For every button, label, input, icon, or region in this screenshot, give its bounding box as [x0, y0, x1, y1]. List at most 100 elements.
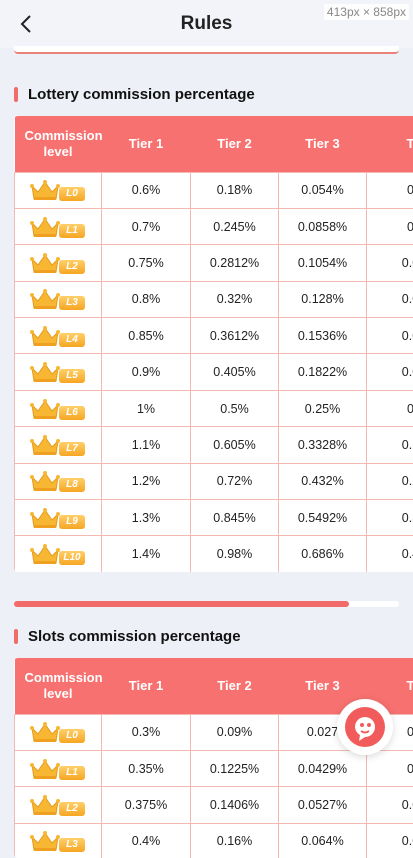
commission-cell: 0.3328%: [278, 426, 367, 464]
previous-card-edge: [14, 46, 399, 54]
commission-cell: 0.1225%: [190, 749, 279, 788]
commission-cell: 0.1406%: [190, 786, 279, 824]
level-badge: L7: [29, 433, 87, 457]
level-label: L2: [59, 801, 85, 816]
table-row: L3 0.8%0.32%0.128%0.0: [14, 280, 413, 319]
column-header-tier: Tier 1: [101, 116, 191, 172]
column-header-tier: Tier 3: [278, 658, 367, 714]
crown-icon: [30, 252, 60, 273]
level-label: L6: [59, 405, 85, 420]
commission-cell: 0: [366, 389, 413, 428]
level-badge: L5: [29, 360, 87, 384]
crown-icon: [30, 216, 60, 237]
commission-cell: 0.3: [366, 499, 413, 537]
commission-cell: 0.35%: [101, 749, 191, 788]
level-badge: L10: [29, 542, 87, 566]
level-label: L5: [59, 369, 85, 384]
level-cell: L3: [14, 822, 102, 858]
commission-cell: 0.5%: [190, 389, 279, 428]
level-label: L2: [59, 259, 85, 274]
crown-icon: [30, 831, 60, 852]
level-badge: L0: [29, 720, 87, 744]
scroll-progress-bar: [14, 601, 399, 607]
level-badge: L1: [29, 757, 87, 781]
table-row: L2 0.375%0.1406%0.0527%0.0: [14, 786, 413, 824]
commission-cell: 0.432%: [278, 462, 367, 501]
chevron-left-icon: [20, 15, 31, 33]
section-marker: [14, 87, 18, 102]
commission-cell: 0.0: [366, 786, 413, 824]
crown-icon: [30, 434, 60, 455]
level-cell: L6: [14, 389, 102, 428]
level-cell: L7: [14, 426, 102, 464]
commission-cell: 0.0: [366, 822, 413, 858]
commission-cell: 0.75%: [101, 244, 191, 282]
commission-cell: 0: [366, 749, 413, 788]
level-cell: L2: [14, 244, 102, 282]
commission-cell: 1.4%: [101, 535, 191, 572]
level-cell: L1: [14, 207, 102, 246]
commission-cell: 0.1: [366, 426, 413, 464]
column-header-level: Commission level: [14, 116, 103, 172]
crown-icon: [30, 794, 60, 815]
commission-cell: 0.054%: [278, 171, 367, 209]
table-row: L4 0.85%0.3612%0.1536%0.0: [14, 317, 413, 355]
customer-service-button[interactable]: [337, 699, 393, 755]
commission-cell: 0.32%: [190, 280, 279, 319]
level-badge: L4: [29, 324, 87, 348]
commission-cell: 0.18%: [190, 171, 279, 209]
crown-icon: [30, 722, 60, 743]
commission-cell: 0.72%: [190, 462, 279, 501]
commission-cell: 0.845%: [190, 499, 279, 537]
level-label: L7: [59, 441, 85, 456]
crown-icon: [30, 362, 60, 383]
level-label: L10: [59, 551, 85, 566]
commission-cell: 0.5492%: [278, 499, 367, 537]
commission-cell: 0.0: [366, 280, 413, 319]
commission-cell: 1.1%: [101, 426, 191, 464]
commission-cell: 0.3612%: [190, 317, 279, 355]
commission-cell: 0.1822%: [278, 353, 367, 391]
table-row: L3 0.4%0.16%0.064%0.0: [14, 822, 413, 858]
column-header-tier: T: [366, 116, 413, 172]
table-row: L0 0.6% 0.18% 0.054% 0: [14, 171, 413, 209]
level-label: L0: [59, 187, 85, 202]
back-button[interactable]: [12, 10, 40, 38]
commission-cell: 0.9%: [101, 353, 191, 391]
commission-cell: 1.3%: [101, 499, 191, 537]
level-label: L3: [59, 296, 85, 311]
table-row: L5 0.9%0.405%0.1822%0.0: [14, 353, 413, 391]
level-label: L1: [59, 765, 85, 780]
lottery-section-title: Lottery commission percentage: [14, 86, 255, 103]
commission-cell: 0.375%: [101, 786, 191, 824]
commission-cell: 0.4%: [101, 822, 191, 858]
crown-icon: [30, 507, 60, 528]
commission-cell: 0.1536%: [278, 317, 367, 355]
lottery-title-text: Lottery commission percentage: [28, 86, 255, 103]
commission-cell: 0: [366, 171, 413, 209]
commission-cell: 0.605%: [190, 426, 279, 464]
commission-cell: 0.128%: [278, 280, 367, 319]
level-badge: L6: [29, 397, 87, 421]
level-cell: L4: [14, 317, 102, 355]
commission-cell: 0.09%: [190, 713, 279, 751]
level-label: L4: [59, 332, 85, 347]
level-cell: L3: [14, 280, 102, 319]
commission-cell: 0: [366, 207, 413, 246]
commission-cell: 0.8%: [101, 280, 191, 319]
level-cell: L0: [14, 713, 102, 751]
crown-icon: [30, 289, 60, 310]
table-row: L8 1.2%0.72%0.432%0.2: [14, 462, 413, 501]
commission-cell: 0.7%: [101, 207, 191, 246]
commission-cell: 0.686%: [278, 535, 367, 572]
table-row: L2 0.75%0.2812%0.1054%0.0: [14, 244, 413, 282]
column-header-tier: Tier 2: [190, 658, 279, 714]
commission-cell: 1.2%: [101, 462, 191, 501]
level-cell: L8: [14, 462, 102, 501]
commission-cell: 0.0527%: [278, 786, 367, 824]
level-badge: L0: [29, 178, 87, 202]
table-row: L1 0.7% 0.245% 0.0858% 0: [14, 207, 413, 246]
level-cell: L9: [14, 499, 102, 537]
